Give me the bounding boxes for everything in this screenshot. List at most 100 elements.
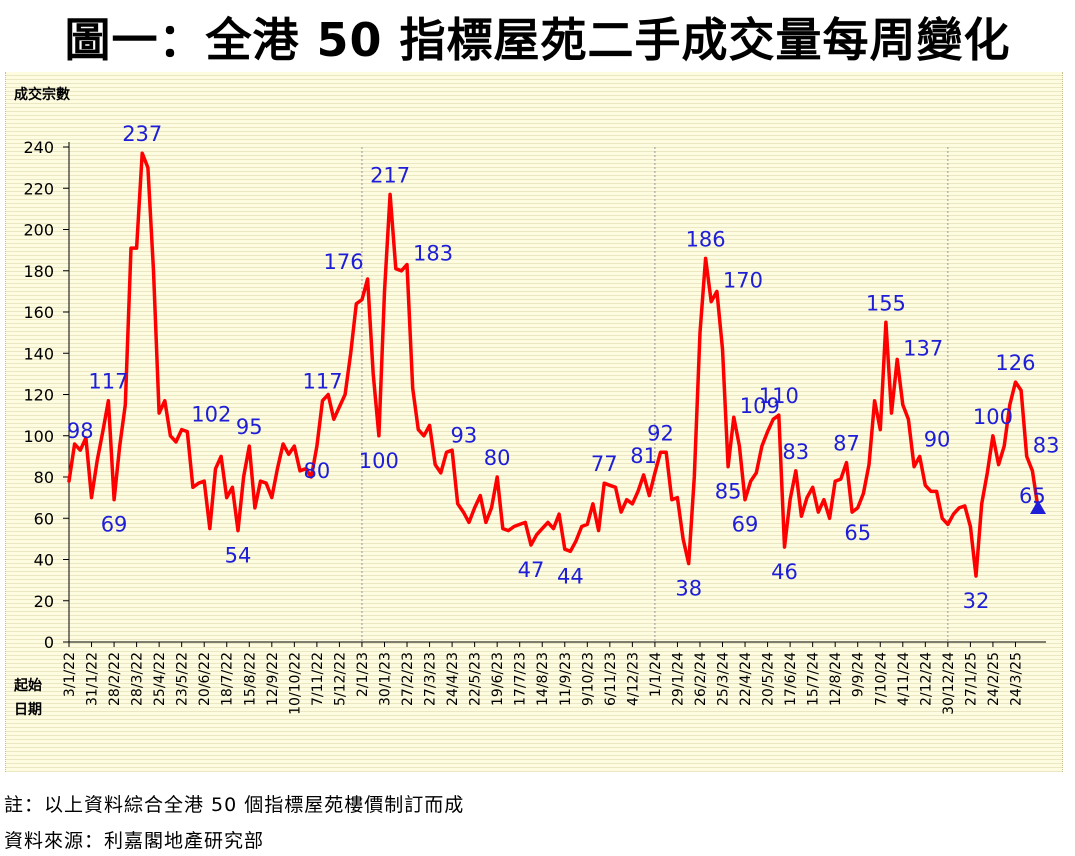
data-label: 65 [844, 521, 871, 545]
x-tick-label: 25/4/22 [152, 652, 168, 706]
x-tick-label: 19/6/23 [490, 652, 506, 706]
x-tick-label: 15/7/24 [806, 652, 822, 706]
data-label: 81 [630, 444, 657, 468]
x-tick-label: 28/2/22 [107, 652, 123, 706]
data-label: 92 [647, 421, 674, 445]
data-label: 47 [518, 558, 545, 582]
y-tick-label: 100 [23, 427, 54, 446]
x-tick-label: 1/1/24 [648, 652, 664, 697]
data-label: 102 [191, 403, 231, 427]
x-tick-label: 24/2/25 [986, 652, 1002, 706]
data-label: 44 [557, 564, 584, 588]
data-label: 109 [740, 394, 780, 418]
x-tick-label: 31/1/22 [85, 652, 101, 706]
y-tick-label: 60 [34, 509, 54, 528]
footnote-note: 註：以上資料綜合全港 50 個指標屋苑樓價制訂而成 [4, 794, 465, 816]
data-label: 95 [236, 415, 263, 439]
data-label: 117 [88, 370, 128, 394]
chart-title: 圖一：全港 50 指標屋苑二手成交量每周變化 [64, 13, 1011, 67]
x-tick-label: 27/3/23 [423, 652, 439, 706]
data-label: 110 [759, 384, 799, 408]
data-label: 87 [833, 432, 860, 456]
y-tick-label: 40 [34, 551, 54, 570]
y-tick-label: 180 [23, 262, 54, 281]
x-tick-label: 15/8/22 [242, 652, 258, 706]
data-label: 93 [450, 423, 477, 447]
x-tick-label: 28/3/22 [130, 652, 146, 706]
x-tick-label: 9/10/23 [580, 652, 596, 706]
x-tick-label: 20/6/22 [197, 652, 213, 706]
footnote-source: 資料來源：利嘉閣地產研究部 [4, 830, 265, 852]
y-axis-label: 成交宗數 [14, 86, 70, 103]
x-tick-label: 7/11/22 [310, 652, 326, 706]
x-tick-label: 17/7/23 [513, 652, 529, 706]
y-tick-label: 240 [23, 138, 54, 157]
y-tick-label: 140 [23, 344, 54, 363]
data-label: 155 [866, 291, 906, 315]
data-label: 170 [723, 268, 763, 292]
x-tick-label: 29/1/24 [670, 652, 686, 706]
data-label: 100 [973, 405, 1013, 429]
x-tick-label: 17/6/24 [783, 652, 799, 706]
x-tick-label: 12/9/22 [265, 652, 281, 706]
y-tick-label: 20 [34, 592, 54, 611]
x-tick-label: 12/8/24 [828, 652, 844, 706]
data-label: 186 [686, 227, 726, 251]
data-label: 117 [302, 370, 342, 394]
last-point-marker [1030, 499, 1046, 514]
x-tick-label: 30/12/24 [941, 652, 957, 715]
x-tick-label: 14/8/23 [535, 652, 551, 706]
data-label: 98 [67, 419, 94, 443]
x-tick-label: 2/1/23 [355, 652, 371, 697]
data-label: 38 [675, 577, 702, 601]
x-tick-label: 30/1/23 [377, 652, 393, 706]
x-tick-label: 25/3/24 [716, 652, 732, 706]
data-label: 83 [1033, 433, 1060, 457]
data-label: 85 [715, 480, 742, 504]
y-tick-label: 160 [23, 303, 54, 322]
y-tick-label: 0 [44, 633, 54, 652]
x-tick-label: 5/12/22 [332, 652, 348, 706]
data-label: 32 [963, 589, 990, 613]
data-label: 46 [771, 560, 798, 584]
data-label: 176 [323, 250, 363, 274]
y-tick-label: 80 [34, 468, 54, 487]
x-axis-label-line1: 起始 [13, 677, 42, 694]
series-line [67, 151, 1040, 578]
x-tick-label: 6/11/23 [603, 652, 619, 706]
data-label: 65 [1019, 484, 1046, 508]
line-chart: 成交宗數 0 20 40 60 80 100 120 140 160 180 200 220 240 3/1… [13, 86, 1060, 718]
x-tick-label: 24/3/25 [1008, 652, 1024, 706]
data-label: 69 [101, 513, 128, 537]
y-tick-label: 200 [23, 221, 54, 240]
x-tick-label: 27/1/25 [963, 652, 979, 706]
x-tick-label: 11/9/23 [558, 652, 574, 706]
x-tick-label: 3/1/22 [62, 652, 78, 697]
data-label: 183 [413, 242, 453, 266]
x-tick-label: 18/7/22 [220, 652, 236, 706]
x-tick-label: 23/5/22 [175, 652, 191, 706]
x-tick-label: 9/9/24 [851, 652, 867, 697]
x-tick-label: 22/5/23 [468, 652, 484, 706]
data-label: 126 [995, 351, 1035, 375]
data-label: 80 [484, 446, 511, 470]
x-tick-label: 7/10/24 [873, 652, 889, 706]
x-tick-label: 10/10/22 [287, 652, 303, 715]
x-tick-label: 27/2/23 [400, 652, 416, 706]
data-label: 83 [782, 440, 809, 464]
x-axis-label-line2: 日期 [14, 702, 42, 718]
y-tick-label: 120 [23, 386, 54, 405]
chart-area: 成交宗數 0 20 40 60 80 100 120 140 160 180 200 220 240 3/1… [5, 72, 1063, 772]
x-tick-label: 24/4/23 [445, 652, 461, 706]
x-tick-label: 26/2/24 [693, 652, 709, 706]
data-label: 54 [225, 544, 252, 568]
data-label: 100 [359, 449, 399, 473]
y-tick-label: 220 [23, 179, 54, 198]
data-label: 237 [122, 122, 162, 146]
x-tick-label: 20/5/24 [761, 652, 777, 706]
x-tick-label: 2/12/24 [918, 652, 934, 706]
data-label: 69 [732, 513, 759, 537]
data-label: 137 [903, 336, 943, 360]
data-label: 80 [304, 459, 331, 483]
data-label: 77 [591, 452, 618, 476]
